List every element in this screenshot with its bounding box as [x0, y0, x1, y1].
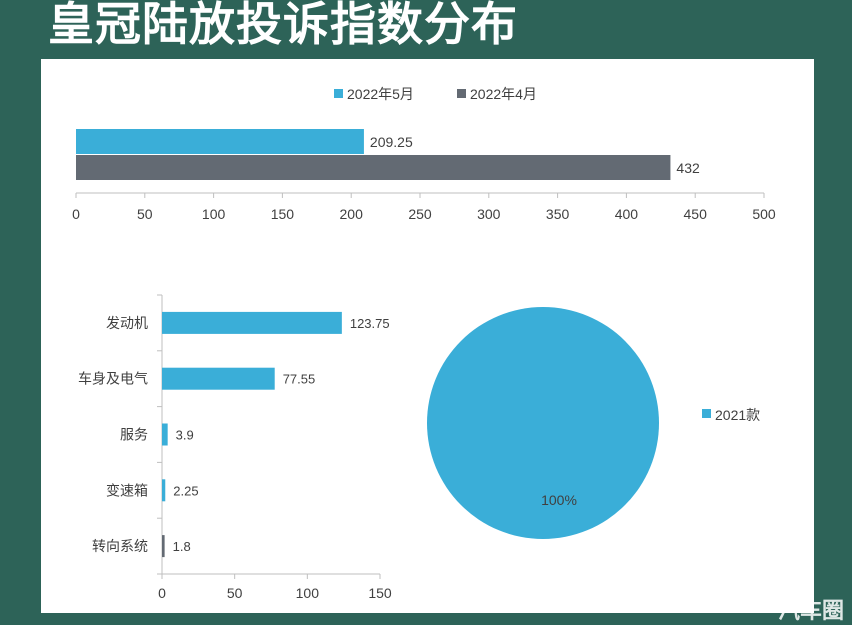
pie-slice — [427, 307, 659, 539]
chart-panel: 2022年5月 2022年4月 209.25 432 0 50 100 150 200 250 30… — [41, 59, 814, 613]
bar — [76, 155, 671, 180]
x-tick-label: 450 — [684, 206, 708, 222]
charts-canvas: 2022年5月 2022年4月 209.25 432 0 50 100 150 200 250 30… — [72, 86, 776, 601]
y-category-label: 车身及电气 — [78, 371, 148, 387]
data-label: 2.25 — [173, 483, 198, 498]
watermark-logo: 汽车圈 — [777, 599, 844, 624]
legend-label: 2022年5月 — [347, 86, 414, 102]
bar — [162, 367, 275, 390]
legend-swatch — [334, 89, 343, 98]
pie-legend: 2021款 — [702, 407, 760, 423]
x-tick-label: 150 — [368, 585, 392, 601]
y-category-label: 服务 — [120, 427, 148, 443]
legend-swatch — [457, 89, 466, 98]
x-tick-label: 50 — [227, 585, 243, 601]
x-tick-label: 250 — [408, 206, 432, 222]
x-tick-label: 150 — [271, 206, 295, 222]
category-bar-chart: 发动机 123.75 车身及电气 77.55 服务 3.9 变速箱 2.25 转向系统 1.8 0 5… — [78, 294, 392, 601]
pie-chart: 100% 2021款 — [427, 307, 760, 539]
y-category-label: 变速箱 — [106, 482, 148, 498]
x-tick-label: 350 — [546, 206, 570, 222]
x-tick-label: 500 — [752, 206, 776, 222]
top-chart-legend: 2022年5月 2022年4月 — [334, 86, 537, 102]
bar — [162, 479, 166, 502]
bar — [162, 311, 342, 334]
pie-data-label: 100% — [541, 492, 577, 508]
top-bar-chart: 2022年5月 2022年4月 209.25 432 0 50 100 150 200 250 30… — [72, 86, 776, 222]
x-tick-label: 50 — [137, 206, 153, 222]
data-label: 123.75 — [350, 316, 390, 331]
bar — [162, 535, 165, 558]
data-label: 3.9 — [176, 428, 194, 443]
data-label: 209.25 — [370, 134, 413, 150]
bar — [76, 129, 364, 154]
legend-label: 2022年4月 — [470, 86, 537, 102]
data-label: 77.55 — [283, 372, 316, 387]
y-category-label: 转向系统 — [92, 538, 148, 554]
y-category-label: 发动机 — [106, 315, 148, 331]
legend-label: 2021款 — [715, 407, 760, 423]
x-tick-label: 300 — [477, 206, 501, 222]
page-title: 皇冠陆放投诉指数分布 — [48, 0, 518, 51]
data-label: 1.8 — [173, 539, 191, 554]
x-tick-label: 0 — [72, 206, 80, 222]
x-tick-label: 100 — [202, 206, 226, 222]
bar — [162, 423, 168, 446]
x-tick-label: 0 — [158, 585, 166, 601]
x-tick-label: 200 — [340, 206, 364, 222]
data-label: 432 — [676, 160, 700, 176]
legend-swatch — [702, 409, 711, 418]
x-tick-label: 100 — [296, 585, 320, 601]
x-tick-label: 400 — [615, 206, 639, 222]
